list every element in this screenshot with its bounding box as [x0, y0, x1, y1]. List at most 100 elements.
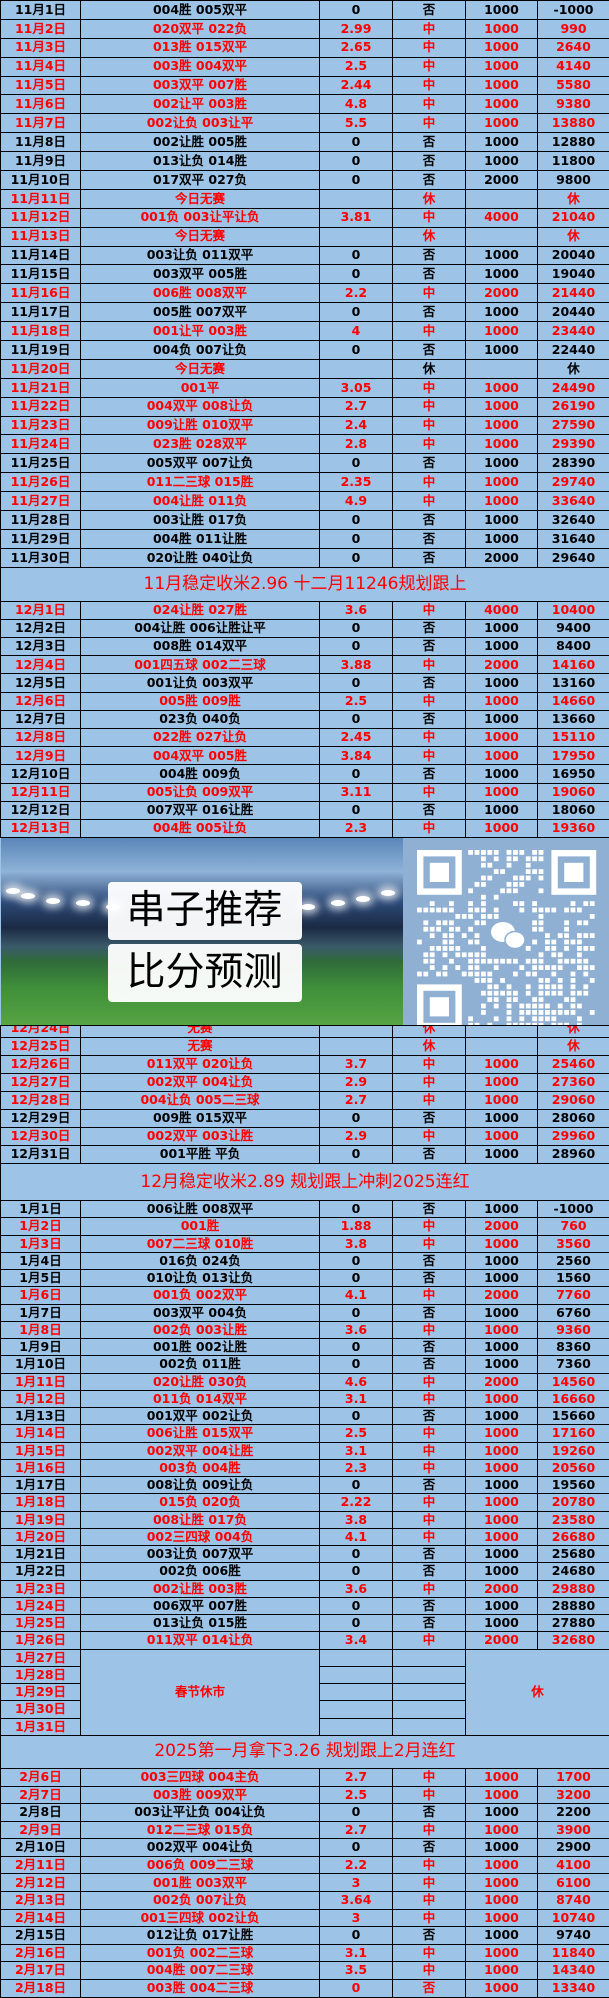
picks-cell: 010让负 013让负 [81, 1270, 320, 1287]
odds-cell: 2.22 [320, 1494, 393, 1511]
date-cell: 2月9日 [1, 1821, 81, 1839]
picks-cell: 002让胜 003胜 [81, 1580, 320, 1597]
picks-cell: 007二三球 010胜 [81, 1235, 320, 1252]
picks-cell: 011二三球 015胜 [81, 473, 320, 492]
odds-cell: 3.81 [320, 208, 393, 227]
picks-cell: 001让平 003胜 [81, 322, 320, 341]
balance-cell: 19040 [538, 265, 609, 284]
stake-cell: 1000 [466, 95, 538, 114]
ad-banner[interactable]: 串子推荐比分预测 [1, 838, 609, 1026]
date-cell: 1月10日 [1, 1356, 81, 1373]
odds-cell: 0 [320, 1615, 393, 1632]
result-cell: 中 [393, 57, 466, 76]
balance-cell: -1000 [538, 1, 609, 20]
odds-cell: 0 [320, 801, 393, 819]
result-cell: 休 [393, 189, 466, 208]
date-cell: 12月24日 [1, 1026, 81, 1038]
date-cell-text: 12月24日 [1, 1026, 80, 1035]
result-cell [393, 1684, 466, 1701]
picks-cell: 003胜 009双平 [81, 1786, 320, 1804]
date-cell: 1月21日 [1, 1546, 81, 1563]
odds-cell: 4.9 [320, 492, 393, 511]
balance-cell: 2900 [538, 1839, 609, 1857]
floodlight-icon [46, 898, 60, 904]
date-cell: 11月16日 [1, 284, 81, 303]
stake-cell: 2000 [466, 1373, 538, 1390]
result-cell: 中 [393, 95, 466, 114]
stake-cell [466, 359, 538, 378]
picks-cell: 016负 024负 [81, 1252, 320, 1269]
result-cell: 否 [393, 454, 466, 473]
balance-cell: 休 [538, 1026, 609, 1038]
result-cell: 中 [393, 656, 466, 674]
date-cell: 11月23日 [1, 416, 81, 435]
stake-cell: 1000 [466, 378, 538, 397]
table-row: 11月20日今日无赛休休 [1, 359, 609, 378]
table-row: 11月13日今日无赛休休 [1, 227, 609, 246]
date-cell: 11月19日 [1, 341, 81, 360]
qr-code[interactable] [403, 838, 609, 1025]
result-cell: 中 [393, 1092, 466, 1110]
date-cell: 2月10日 [1, 1839, 81, 1857]
balance-cell: 24680 [538, 1563, 609, 1580]
odds-cell: 2.7 [320, 1768, 393, 1786]
result-cell: 否 [393, 1110, 466, 1128]
result-cell: 中 [393, 1856, 466, 1874]
picks-cell: 003双平 007胜 [81, 76, 320, 95]
balance-cell: 9400 [538, 619, 609, 637]
picks-cell: 001负 003让平让负 [81, 208, 320, 227]
date-cell: 2月11日 [1, 1856, 81, 1874]
odds-cell: 0 [320, 341, 393, 360]
stake-cell: 1000 [466, 1201, 538, 1218]
table-row: 12月24日无赛休休 [1, 1026, 609, 1038]
stake-cell: 1000 [466, 674, 538, 692]
result-cell-text: 休 [393, 1026, 465, 1035]
result-cell: 否 [393, 674, 466, 692]
balance-cell: 9740 [538, 1927, 609, 1945]
odds-cell: 2.2 [320, 1856, 393, 1874]
stake-cell: 1000 [466, 1459, 538, 1476]
stake-cell: 1000 [466, 1110, 538, 1128]
odds-cell: 3.11 [320, 783, 393, 801]
stake-cell: 1000 [466, 1092, 538, 1110]
picks-cell: 004胜 011让胜 [81, 529, 320, 548]
balance-cell: 8400 [538, 638, 609, 656]
result-cell: 中 [393, 1373, 466, 1390]
stake-cell: 1000 [466, 1146, 538, 1164]
odds-cell: 3.7 [320, 1056, 393, 1074]
odds-cell: 3.8 [320, 1235, 393, 1252]
stake-cell: 1000 [466, 1839, 538, 1857]
picks-cell: 008胜 014双平 [81, 638, 320, 656]
odds-cell [320, 1701, 393, 1718]
balance-cell: 21440 [538, 284, 609, 303]
stake-cell: 1000 [466, 1408, 538, 1425]
balance-cell: 12880 [538, 133, 609, 152]
balance-cell: 13160 [538, 674, 609, 692]
balance-cell: 1560 [538, 1270, 609, 1287]
result-cell: 中 [393, 322, 466, 341]
odds-cell: 0 [320, 1356, 393, 1373]
result-cell: 中 [393, 435, 466, 454]
picks-cell: 002负 006胜 [81, 1563, 320, 1580]
stake-cell: 2000 [466, 548, 538, 567]
odds-cell: 0 [320, 152, 393, 171]
result-cell: 否 [393, 171, 466, 190]
stake-cell: 2000 [466, 284, 538, 303]
result-cell: 中 [393, 729, 466, 747]
stake-cell: 1000 [466, 1944, 538, 1962]
stake-cell: 4000 [466, 208, 538, 227]
odds-cell [320, 189, 393, 208]
date-cell: 1月24日 [1, 1597, 81, 1614]
odds-cell: 2.5 [320, 57, 393, 76]
result-cell: 中 [393, 38, 466, 57]
